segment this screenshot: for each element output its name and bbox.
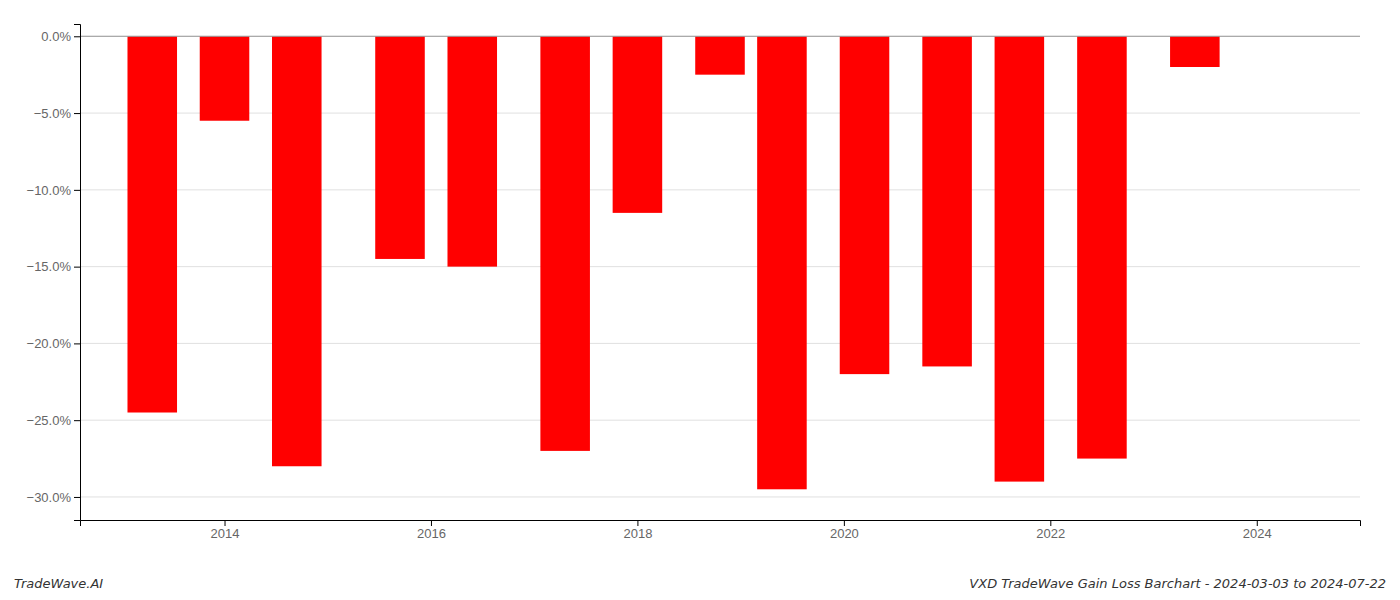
chart: 2014 2016 2018 2020 2022 2024 0.0% −5.0% −10.0% −… [0, 0, 1400, 600]
y-tick-label: −5.0% [34, 106, 72, 121]
x-axis: 2014 2016 2018 2020 2022 2024 [81, 520, 1361, 541]
bar [995, 36, 1045, 481]
y-tick: −30.0% [27, 490, 80, 505]
x-tick-label: 2014 [211, 526, 240, 541]
y-tick-label: −25.0% [27, 413, 72, 428]
y-tick-mark [74, 267, 80, 268]
x-tick: 2016 [417, 520, 446, 541]
y-tick-mark [74, 36, 80, 37]
y-tick-label: −20.0% [27, 336, 72, 351]
bar [200, 36, 250, 120]
bar [447, 36, 497, 266]
y-tick: −5.0% [34, 106, 80, 121]
bar [840, 36, 890, 374]
plot-area: 2014 2016 2018 2020 2022 2024 0.0% −5.0% −10.0% −… [27, 25, 1361, 542]
y-tick: −15.0% [27, 259, 80, 274]
y-axis-line [74, 25, 81, 521]
footer-text: TradeWave.AI [14, 576, 103, 591]
y-tick-label: 0.0% [41, 29, 71, 44]
x-tick-label: 2022 [1036, 526, 1065, 541]
bar [922, 36, 972, 366]
x-tick-label: 2016 [417, 526, 446, 541]
y-tick-label: −30.0% [27, 490, 72, 505]
bar [1170, 36, 1220, 67]
x-tick: 2022 [1036, 520, 1065, 541]
grid [80, 36, 1360, 497]
y-tick: −25.0% [27, 413, 80, 428]
y-axis: 0.0% −5.0% −10.0% −15.0% −20.0% −25.0% −30.0% [27, 25, 81, 521]
y-tick-mark [74, 420, 80, 421]
grid-line [80, 496, 1360, 497]
bar [272, 36, 322, 466]
x-tick: 2024 [1243, 520, 1272, 541]
zero-line [80, 36, 1360, 37]
x-tick-mark [844, 520, 845, 526]
x-tick-label: 2024 [1243, 526, 1272, 541]
bar [613, 36, 663, 213]
y-tick-mark [74, 497, 80, 498]
bars [127, 36, 1219, 489]
bar [757, 36, 807, 489]
x-tick: 2020 [830, 520, 859, 541]
x-axis-line [81, 521, 1361, 527]
y-tick: 0.0% [41, 29, 80, 44]
footer-text: VXD TradeWave Gain Loss Barchart - 2024-… [969, 576, 1386, 591]
y-tick-mark [74, 113, 80, 114]
bar [375, 36, 425, 259]
x-tick-label: 2018 [623, 526, 652, 541]
x-tick-mark [431, 520, 432, 526]
x-tick-mark [1257, 520, 1258, 526]
y-tick-label: −10.0% [27, 183, 72, 198]
x-tick-mark [225, 520, 226, 526]
x-tick-mark [637, 520, 638, 526]
grid-line [80, 36, 1360, 37]
y-tick-mark [74, 190, 80, 191]
y-tick: −10.0% [27, 183, 80, 198]
y-tick: −20.0% [27, 336, 80, 351]
bar [540, 36, 590, 451]
x-tick: 2018 [623, 520, 652, 541]
x-tick: 2014 [211, 520, 240, 541]
y-tick-mark [74, 343, 80, 344]
x-tick-mark [1050, 520, 1051, 526]
bar [1077, 36, 1127, 458]
bar [127, 36, 177, 412]
x-tick-label: 2020 [830, 526, 859, 541]
y-tick-label: −15.0% [27, 259, 72, 274]
bar [695, 36, 745, 74]
